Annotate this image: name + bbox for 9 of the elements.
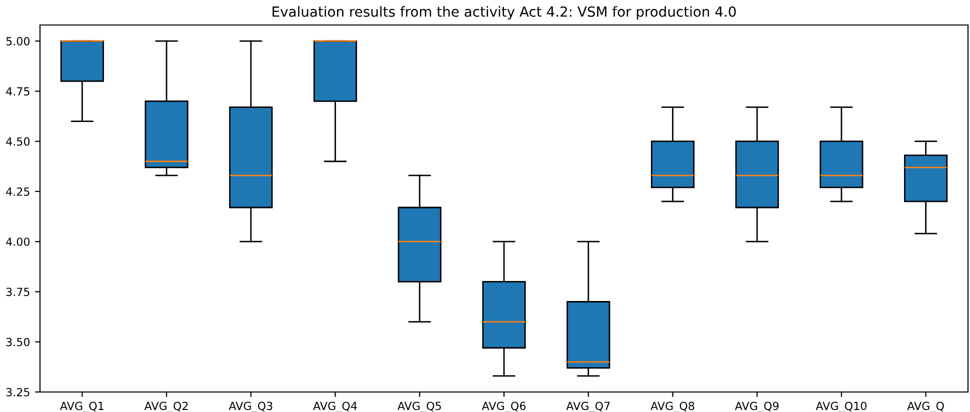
y-tick-label: 3.75 <box>6 288 30 296</box>
y-tick-label: 5.00 <box>6 37 30 46</box>
y-tick-label: 4.75 <box>6 87 30 96</box>
y-tick-label: 3.25 <box>6 388 30 396</box>
y-tick-label: 3.50 <box>6 338 30 346</box>
y-tick-label: 4.50 <box>6 137 30 146</box>
y-tick-label: 4.25 <box>6 187 30 196</box>
chart-title: Evaluation results from the activity Act 4.2: VSM for production 4.0 <box>272 6 736 20</box>
y-tick-label: 4.00 <box>6 238 30 246</box>
